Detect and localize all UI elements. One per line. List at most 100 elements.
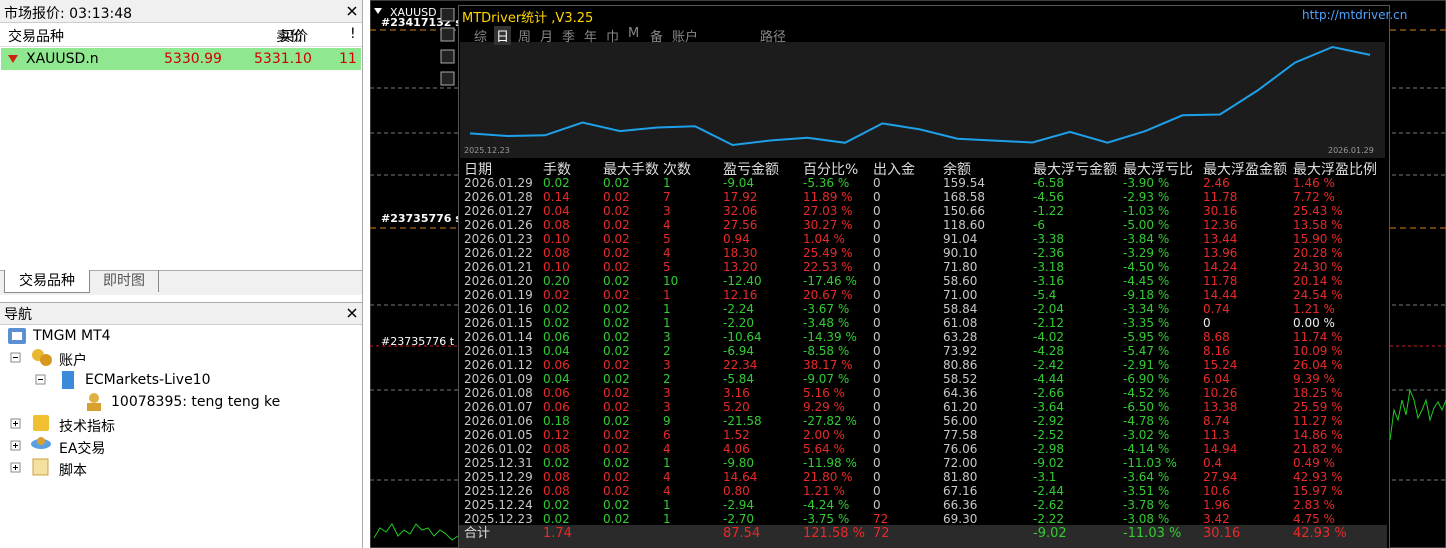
table-cell: -2.98 bbox=[1033, 442, 1065, 456]
table-cell: -2.92 bbox=[1033, 414, 1065, 428]
stats-tab[interactable]: 备 bbox=[650, 30, 664, 45]
table-cell: -2.93 % bbox=[1123, 190, 1170, 204]
table-cell: 10.26 bbox=[1203, 386, 1238, 400]
table-cell: 2026.01.08 bbox=[464, 386, 533, 400]
table-cell: 0.02 bbox=[603, 232, 630, 246]
order-label: #23735776 s bbox=[381, 212, 462, 225]
table-cell: -5.84 bbox=[723, 372, 755, 386]
tree-item[interactable]: 脚本 bbox=[59, 463, 87, 479]
table-cell: 0.02 bbox=[543, 288, 570, 302]
column-header[interactable]: 交易品种 bbox=[8, 29, 64, 45]
table-cell: 69.30 bbox=[943, 512, 978, 526]
table-cell: -3.16 bbox=[1033, 274, 1065, 288]
table-cell: 11.78 bbox=[1203, 274, 1238, 288]
table-cell: -4.44 bbox=[1033, 372, 1065, 386]
table-cell: 0.06 bbox=[543, 330, 570, 344]
table-cell: 2025.12.23 bbox=[464, 512, 533, 526]
table-cell: 61.20 bbox=[943, 400, 978, 414]
tool-button[interactable] bbox=[440, 27, 455, 42]
tab[interactable]: 交易品种 bbox=[4, 270, 90, 293]
column-header[interactable]: 卖价 bbox=[276, 29, 304, 45]
table-cell: 2026.01.15 bbox=[464, 316, 533, 330]
table-cell: 0.02 bbox=[543, 512, 570, 526]
table-cell: -3.29 % bbox=[1123, 246, 1170, 260]
table-cell: 0.06 bbox=[543, 358, 570, 372]
tree-item[interactable]: TMGM MT4 bbox=[33, 328, 111, 344]
table-cell: 0.02 bbox=[603, 414, 630, 428]
table-cell: 0 bbox=[873, 414, 881, 428]
table-cell: 18.30 bbox=[723, 246, 758, 260]
stats-url[interactable]: http://mtdriver.cn bbox=[1302, 8, 1408, 22]
bid: 5330.99 bbox=[164, 51, 222, 67]
tree-item[interactable]: 账户 bbox=[59, 353, 87, 369]
table-cell: 11.89 % bbox=[803, 190, 853, 204]
table-cell: 1 bbox=[663, 302, 671, 316]
tree-item[interactable]: 技术指标 bbox=[59, 419, 115, 435]
table-cell: -12.40 bbox=[723, 274, 762, 288]
table-cell: 2 bbox=[663, 372, 671, 386]
quote-row[interactable] bbox=[1, 48, 361, 70]
stats-tab[interactable]: 月 bbox=[540, 30, 554, 45]
table-cell: 38.17 % bbox=[803, 358, 853, 372]
table-cell: 30.27 % bbox=[803, 218, 853, 232]
header-row bbox=[0, 24, 362, 47]
close-button[interactable] bbox=[346, 5, 358, 17]
table-cell: 21.82 % bbox=[1293, 442, 1343, 456]
table-cell: 0.02 bbox=[603, 302, 630, 316]
stats-tab[interactable]: 日 bbox=[494, 26, 512, 45]
table-cell: 0.02 bbox=[543, 176, 570, 190]
table-cell: 4 bbox=[663, 218, 671, 232]
table-cell: 0.02 bbox=[603, 512, 630, 526]
table-cell: 0.02 bbox=[603, 260, 630, 274]
stats-tab[interactable]: M bbox=[628, 26, 640, 41]
column-header[interactable]: ! bbox=[350, 26, 356, 42]
stats-tab[interactable]: 周 bbox=[518, 30, 532, 45]
column-header: 日期 bbox=[464, 162, 492, 178]
table-cell: 24.30 % bbox=[1293, 260, 1343, 274]
table-cell: 0 bbox=[873, 470, 881, 484]
tree-item[interactable]: ECMarkets-Live10 bbox=[85, 372, 211, 388]
close-button[interactable] bbox=[346, 307, 358, 319]
table-cell: 0.02 bbox=[603, 344, 630, 358]
table-cell: 25.49 % bbox=[803, 246, 853, 260]
table-cell: 4 bbox=[663, 442, 671, 456]
stats-tab[interactable]: 账户 bbox=[672, 30, 699, 45]
stats-tab[interactable]: 综 bbox=[474, 30, 488, 45]
table-cell: -2.04 bbox=[1033, 302, 1065, 316]
tree-item[interactable]: 10078395: teng teng ke bbox=[111, 394, 281, 410]
tab[interactable]: 即时图 bbox=[90, 270, 159, 292]
stats-tab[interactable]: 巾 bbox=[606, 30, 620, 45]
stats-tab[interactable]: 路径 bbox=[760, 30, 787, 45]
tool-button[interactable] bbox=[440, 8, 455, 22]
table-cell: 2026.01.29 bbox=[464, 176, 533, 190]
table-cell: 26.04 % bbox=[1293, 358, 1343, 372]
table-cell: 0.06 bbox=[543, 400, 570, 414]
column-header[interactable]: 买价 bbox=[280, 29, 308, 45]
stats-tab[interactable]: 季 bbox=[562, 30, 576, 45]
table-cell: 1.21 % bbox=[1293, 302, 1335, 316]
stats-tab[interactable]: 年 bbox=[584, 30, 598, 45]
table-cell: -4.02 bbox=[1033, 330, 1065, 344]
title-bar bbox=[0, 0, 362, 23]
table-cell: -4.56 bbox=[1033, 190, 1065, 204]
table-cell: 0.02 bbox=[603, 274, 630, 288]
table-cell: -3.64 % bbox=[1123, 470, 1170, 484]
tool-button[interactable] bbox=[440, 49, 455, 64]
table-cell: 0 bbox=[873, 400, 881, 414]
table-cell: 0.02 bbox=[603, 442, 630, 456]
tree-item[interactable]: EA交易 bbox=[59, 441, 106, 457]
table-cell: 32.06 bbox=[723, 204, 758, 218]
table-cell: 13.20 bbox=[723, 260, 758, 274]
table-cell: 0.02 bbox=[603, 358, 630, 372]
table-cell: 0 bbox=[873, 274, 881, 288]
table-cell: 3 bbox=[663, 386, 671, 400]
table-cell: 0.00 % bbox=[1293, 316, 1335, 330]
table-cell: 0.04 bbox=[543, 204, 570, 218]
table-cell: 56.00 bbox=[943, 414, 978, 428]
table-cell: 2026.01.26 bbox=[464, 218, 533, 232]
tool-button[interactable] bbox=[440, 71, 455, 86]
table-cell: 0 bbox=[873, 484, 881, 498]
table-cell: 0.02 bbox=[543, 316, 570, 330]
table-cell: 1 bbox=[663, 316, 671, 330]
table-cell: -9.07 % bbox=[803, 372, 850, 386]
